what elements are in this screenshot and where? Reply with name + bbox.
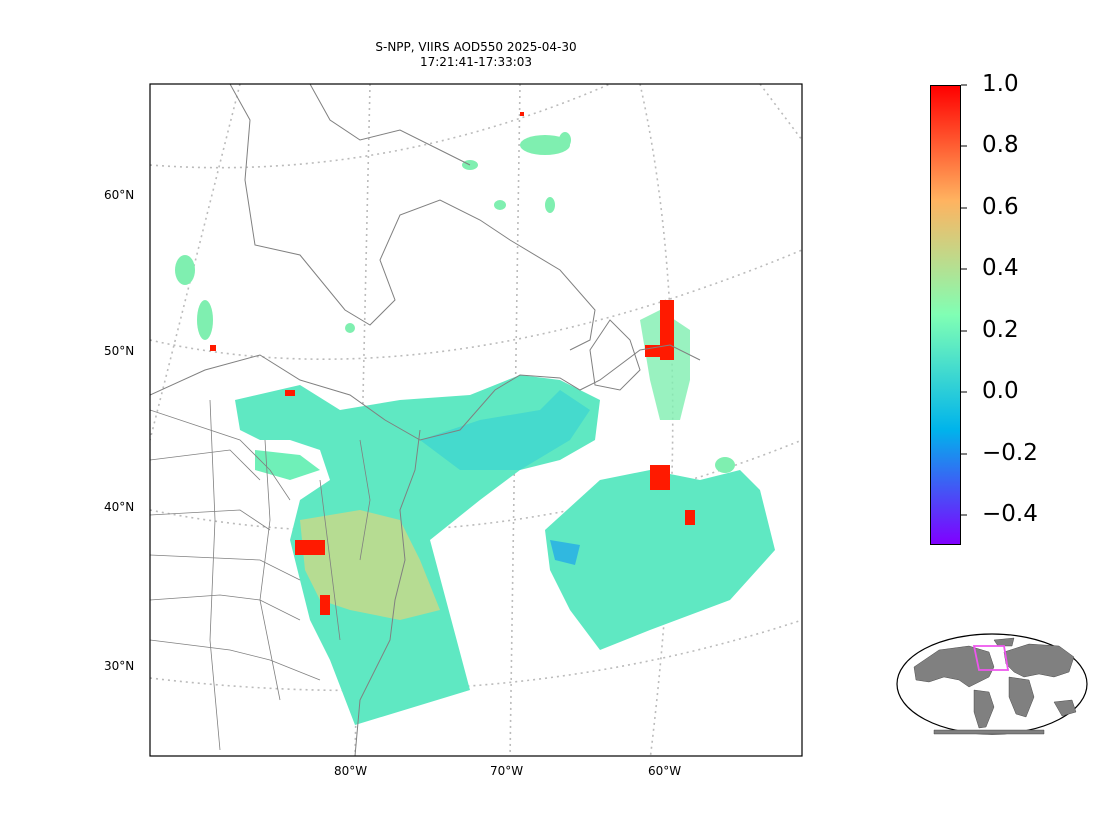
- colorbar-tick-0.8: 0.8: [982, 132, 1019, 158]
- aod-swath-land: [235, 375, 600, 725]
- colorbar-tick-0.4: 0.4: [982, 255, 1019, 281]
- lon-label-80: 80°W: [334, 764, 368, 778]
- title-line-1: S-NPP, VIIRS AOD550 2025-04-30: [375, 40, 577, 54]
- aod-swath-ocean: [545, 310, 775, 650]
- region-box: [972, 645, 1010, 671]
- state-borders: [150, 399, 371, 751]
- graticule: [150, 84, 802, 756]
- coastlines: [150, 84, 701, 756]
- colorbar-tick-neg0.4: −0.4: [982, 501, 1038, 527]
- lat-label-40: 40°N: [104, 500, 135, 514]
- colorbar-tick-0.0: 0.0: [982, 378, 1019, 404]
- world-locator-inset: [896, 633, 1088, 735]
- lat-label-60: 60°N: [104, 188, 135, 202]
- colorbar-tick-0.2: 0.2: [982, 317, 1019, 343]
- northern-patches: [175, 132, 735, 473]
- colorbar-tick-1.0: 1.0: [982, 71, 1019, 97]
- lat-label-30: 30°N: [104, 659, 135, 673]
- map-border: [149, 83, 803, 757]
- lon-label-70: 70°W: [490, 764, 524, 778]
- plot-title: S-NPP, VIIRS AOD550 2025-04-30 17:21:41-…: [150, 40, 802, 70]
- lon-label-60: 60°W: [648, 764, 682, 778]
- colorbar: [930, 85, 961, 545]
- world-land: [913, 637, 1077, 735]
- title-line-2: 17:21:41-17:33:03: [419, 55, 533, 69]
- colorbar-tick-neg0.2: −0.2: [982, 440, 1038, 466]
- lat-label-50: 50°N: [104, 344, 135, 358]
- colorbar-tick-0.6: 0.6: [982, 194, 1019, 220]
